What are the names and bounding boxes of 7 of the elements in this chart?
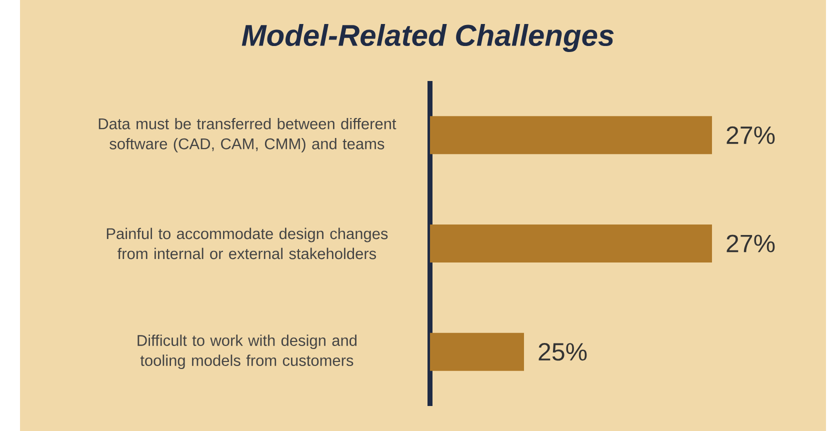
y-tick-label: Difficult to work with design and tooling models from customers xyxy=(138,334,356,370)
chart-title: Model-Related Challenges xyxy=(242,24,614,52)
data-label: 25% xyxy=(538,342,587,361)
y-tick-label: Painful to accommodate design changes from internal or external stakeholders xyxy=(106,228,388,260)
y-tick-label: Data must be transferred between different software (CAD, CAM, CMM) and teams xyxy=(98,118,396,152)
data-label: 27% xyxy=(726,234,775,252)
data-label: 27% xyxy=(726,126,775,144)
